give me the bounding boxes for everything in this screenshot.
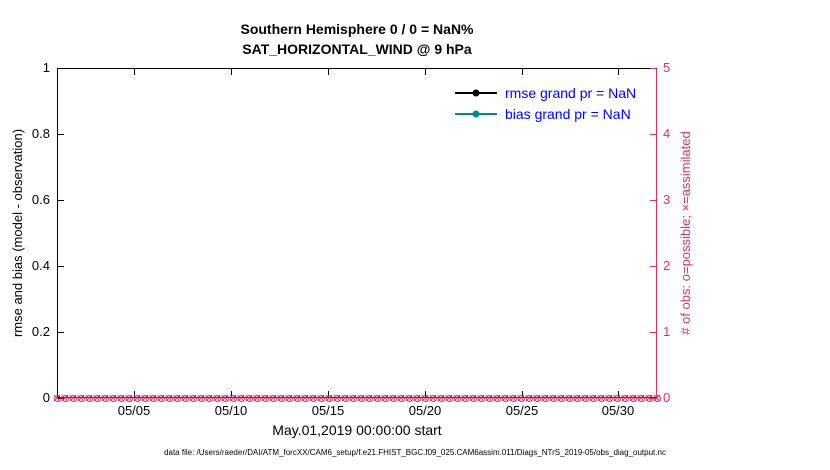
left-y-axis-label: rmse and bias (model - observation) [10,128,25,338]
x-tick-label: 05/10 [214,403,248,418]
legend-entry: rmse grand pr = NaN [455,82,636,103]
left-y-tick [58,398,64,399]
legend-line-sample [455,89,497,96]
legend-label: rmse grand pr = NaN [505,84,637,101]
x-tick-label: 05/20 [408,403,442,418]
chart-title: Southern Hemisphere 0 / 0 = NaN% [240,21,474,37]
legend-line-sample [455,110,497,117]
x-axis-label: May.01,2019 00:00:00 start [272,422,442,438]
x-tick-label: 05/30 [601,403,635,418]
data-file-footnote: data file: /Users/raeder/DAI/ATM_forcXX/… [164,448,666,457]
legend-entry: bias grand pr = NaN [455,103,636,124]
right-y-axis-label: # of obs: o=possible; ×=assimilated [678,131,693,335]
chart-subtitle: SAT_HORIZONTAL_WIND @ 9 hPa [242,41,472,57]
legend-label: bias grand pr = NaN [505,105,631,122]
right-y-tick [650,398,656,399]
legend: rmse grand pr = NaN bias grand pr = NaN [455,82,636,124]
legend-marker-dot [472,110,480,117]
x-tick-label: 05/05 [117,403,151,418]
legend-marker-dot [472,89,480,96]
plot-area [57,68,657,398]
x-tick-label: 05/15 [311,403,345,418]
x-tick-label: 05/25 [505,403,539,418]
